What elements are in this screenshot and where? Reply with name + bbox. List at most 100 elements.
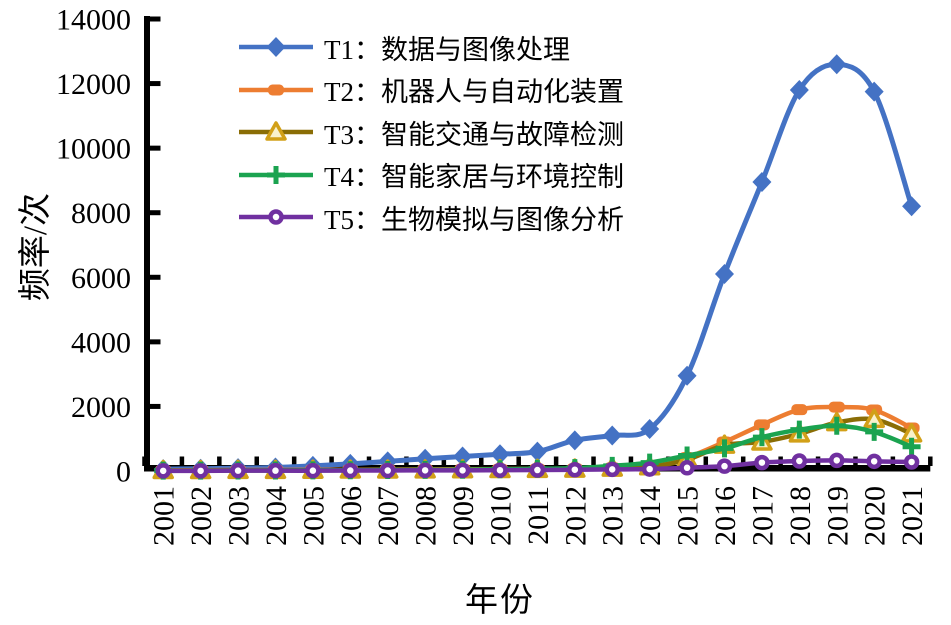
- y-axis-title: 频率/次: [18, 192, 54, 302]
- circle-marker: [641, 461, 658, 477]
- legend: T1：数据与图像处理 T2：机器人与自动化装置 T3：智能交通与故障检测 T4：智能家…: [237, 26, 624, 239]
- circle-marker: [417, 462, 433, 479]
- x-tick-label: 2017: [746, 486, 779, 546]
- circle-marker: [192, 463, 209, 479]
- y-tick-label: 0: [116, 456, 131, 489]
- legend-swatch-T5: [239, 209, 313, 225]
- circle-marker: [716, 458, 733, 474]
- diamond-marker: [415, 448, 435, 469]
- diamond-marker: [864, 81, 884, 102]
- x-tick-label: 2011: [522, 486, 555, 545]
- circle-marker: [305, 462, 321, 479]
- x-axis-ticks: 2001 2002 2003 2004 2005 2006 2007 2008 2009 2010…: [142, 456, 933, 546]
- legend-label-T4: T4：智能家居与环境控制: [324, 162, 624, 193]
- x-tick-label: 2005: [297, 486, 330, 546]
- diamond-marker: [752, 172, 772, 193]
- circle-marker: [492, 462, 508, 478]
- x-tick-label: 2004: [260, 486, 293, 546]
- diamond-marker: [565, 430, 585, 451]
- legend-item-T4: T4：智能家居与环境控制: [237, 154, 624, 197]
- x-tick-label: 2020: [859, 486, 892, 546]
- legend-swatch-T3: [239, 121, 313, 141]
- x-tick-label: 2014: [634, 486, 667, 546]
- legend-swatch-T2: [239, 84, 313, 96]
- legend-item-T2: T2：机器人与自动化装置: [237, 69, 624, 112]
- circle-marker: [342, 462, 359, 479]
- plus-marker: [715, 439, 734, 458]
- x-axis-title: 年份: [465, 583, 535, 619]
- y-axis-ticks: 0 2000 4000 6000 8000 10000 12000 14000: [56, 4, 161, 489]
- circle-marker: [679, 460, 695, 476]
- plus-marker: [790, 420, 809, 439]
- y-tick-label: 2000: [71, 391, 131, 424]
- square-marker: [828, 401, 845, 413]
- circle-marker: [866, 453, 882, 470]
- diamond-marker: [789, 80, 809, 101]
- circle-marker: [604, 461, 620, 478]
- square-marker: [268, 84, 284, 96]
- y-tick-label: 14000: [56, 4, 131, 37]
- circle-marker: [754, 454, 770, 471]
- circle-marker: [829, 452, 845, 469]
- y-tick-label: 4000: [71, 326, 131, 359]
- y-tick-label: 12000: [56, 68, 131, 101]
- diamond-marker: [677, 365, 697, 386]
- legend-label-T5: T5：生物模拟与图像分析: [324, 204, 624, 235]
- diamond-marker: [266, 37, 286, 58]
- x-tick-label: 2009: [447, 486, 480, 546]
- circle-marker: [791, 453, 808, 469]
- x-tick-label: 2002: [185, 486, 218, 546]
- circle-marker: [454, 462, 471, 479]
- circle-marker: [379, 462, 396, 479]
- x-tick-label: 2019: [821, 486, 854, 546]
- circle-marker: [230, 462, 246, 479]
- legend-label-T1: T1：数据与图像处理: [324, 34, 570, 65]
- plus-marker: [865, 422, 884, 441]
- legend-swatch-T4: [239, 165, 313, 184]
- square-marker: [791, 404, 808, 416]
- square-marker: [753, 419, 770, 431]
- x-tick-label: 2012: [559, 486, 592, 546]
- circle-marker: [529, 462, 546, 478]
- triangle-marker: [265, 121, 287, 141]
- y-tick-label: 10000: [56, 133, 131, 166]
- legend-item-T3: T3：智能交通与故障检测: [237, 111, 624, 154]
- x-tick-label: 2003: [223, 486, 256, 546]
- plus-marker: [902, 437, 921, 456]
- diamond-marker: [714, 264, 734, 285]
- x-tick-label: 2015: [672, 486, 705, 546]
- x-tick-label: 2007: [372, 486, 405, 546]
- x-tick-label: 2010: [484, 486, 517, 546]
- circle-marker: [903, 454, 920, 470]
- legend-item-T5: T5：生物模拟与图像分析: [237, 196, 624, 239]
- circle-marker: [567, 461, 583, 478]
- plus-marker: [827, 416, 846, 435]
- diamond-marker: [490, 444, 510, 465]
- series-T5: [155, 452, 920, 479]
- y-tick-label: 8000: [71, 197, 131, 230]
- y-tick-label: 6000: [71, 262, 131, 295]
- diamond-marker: [827, 54, 847, 75]
- diamond-marker: [527, 441, 547, 462]
- diamond-marker: [453, 446, 473, 467]
- diamond-marker: [602, 425, 622, 446]
- legend-label-T2: T2：机器人与自动化装置: [324, 77, 624, 108]
- diamond-marker: [640, 419, 660, 440]
- legend-label-T3: T3：智能交通与故障检测: [324, 119, 624, 150]
- x-tick-label: 2001: [148, 486, 181, 546]
- x-tick-label: 2008: [410, 486, 443, 546]
- x-tick-label: 2013: [597, 486, 630, 546]
- circle-marker: [268, 209, 284, 225]
- plus-marker: [752, 428, 771, 447]
- circle-marker: [267, 462, 284, 479]
- x-tick-label: 2006: [335, 486, 368, 546]
- x-tick-label: 2018: [784, 486, 817, 546]
- x-tick-label: 2021: [896, 486, 929, 546]
- x-tick-label: 2016: [709, 486, 742, 546]
- diamond-marker: [902, 196, 922, 217]
- plus-marker: [267, 165, 285, 184]
- circle-marker: [155, 463, 171, 479]
- legend-swatch-T1: [239, 37, 313, 58]
